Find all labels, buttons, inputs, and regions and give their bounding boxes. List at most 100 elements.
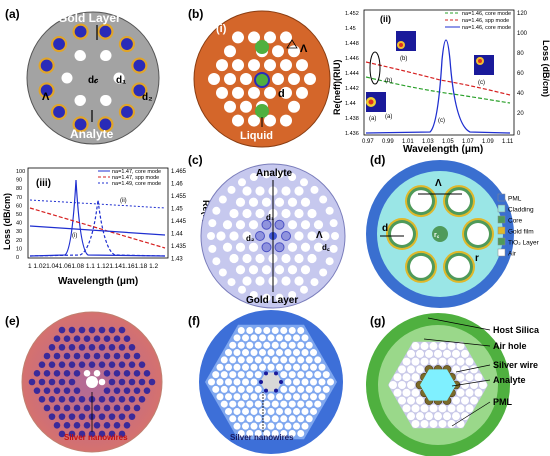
nanowire-hole [128, 378, 136, 386]
air-hole [402, 404, 411, 413]
air-hole [287, 242, 298, 252]
air-hole [280, 430, 288, 438]
nanowire-hole [113, 370, 121, 377]
nanowire-hole [63, 387, 71, 394]
core-defect [98, 378, 106, 386]
air-hole [318, 393, 326, 401]
air-hole [242, 407, 249, 415]
f-caption: Silver nanowires [230, 433, 294, 442]
nanowire-hole [68, 430, 76, 438]
air-hole [259, 363, 266, 371]
nanowire-hole [138, 378, 146, 386]
g-callout-line [451, 379, 491, 387]
silver-nanowire [279, 380, 283, 384]
air-hole [297, 385, 305, 393]
air-hole [248, 59, 260, 72]
nanowire-hole [133, 387, 141, 394]
nanowire-hole [53, 370, 61, 377]
iii-legend: na=1.47, core mode na=1.47, spp mode na=… [98, 169, 161, 187]
nanowire-hole [53, 352, 61, 360]
air-hole [212, 206, 221, 215]
air-hole [235, 220, 246, 230]
nanowire-hole [63, 370, 71, 377]
nanowire-hole [128, 361, 136, 368]
air-hole [461, 381, 469, 389]
air-hole [229, 253, 239, 264]
nanowire-hole [73, 335, 81, 342]
air-hole [267, 334, 275, 342]
g-callout-label: Analyte [493, 375, 526, 385]
air-hole [294, 276, 304, 286]
nanowire-hole [143, 387, 151, 394]
air-hole [263, 415, 271, 423]
air-hole [407, 381, 415, 389]
air-hole [227, 185, 236, 194]
air-hole [271, 326, 279, 334]
g-callout-label: Host Silica [493, 325, 540, 335]
air-hole [242, 393, 249, 401]
lambda-label-d: Λ [435, 178, 442, 189]
air-hole [274, 197, 285, 207]
analyte-label-c: Analyte [256, 168, 293, 179]
nanowire-hole [118, 430, 126, 438]
core-defect [93, 370, 101, 377]
air-hole [318, 378, 326, 386]
air-hole [288, 400, 296, 408]
air-hole [229, 231, 239, 241]
nanowire-hole [103, 352, 111, 360]
air-hole [329, 219, 338, 228]
air-hole [259, 334, 266, 342]
air-hole [280, 31, 292, 44]
air-hole [280, 415, 288, 423]
air-hole [407, 412, 415, 421]
air-hole [246, 356, 254, 364]
air-hole [407, 349, 415, 358]
inner-air-hole [76, 95, 86, 105]
b-xtick: 1.11 [502, 139, 514, 145]
gold-hole [274, 242, 285, 253]
nanowire-hole [43, 352, 51, 360]
air-hole [465, 357, 474, 366]
iii-yticks-right: 1.465 1.46 1.455 1.45 1.445 1.44 1.435 1.43 [171, 169, 187, 263]
gold-coated-hole [38, 57, 55, 74]
air-hole [250, 349, 258, 357]
air-hole [310, 393, 317, 401]
air-hole [246, 400, 254, 408]
air-hole [263, 400, 271, 408]
iii-ytick-right: 1.45 [171, 207, 183, 213]
air-hole [233, 378, 241, 386]
air-hole [284, 363, 292, 371]
air-hole [322, 371, 330, 379]
nanowire-hole [33, 387, 41, 394]
b-ytick-left: 1.436 [345, 131, 359, 137]
air-hole [402, 388, 411, 397]
air-hole [313, 242, 324, 252]
air-hole [255, 276, 265, 286]
b-ytick-right: 40 [517, 91, 524, 97]
nanowire-hole [68, 326, 76, 334]
air-hole [287, 220, 298, 230]
air-hole [288, 341, 296, 349]
iii-ytick-left: 50 [16, 212, 22, 218]
air-hole [232, 114, 244, 127]
iii-mark-i: (i) [72, 233, 77, 239]
air-hole [288, 356, 296, 364]
air-hole [271, 415, 279, 423]
nanowire-hole [103, 387, 111, 394]
iii-ytick-right: 1.44 [171, 232, 183, 238]
nanowire-hole [108, 344, 116, 351]
air-hole [276, 407, 283, 415]
b-ytick-left: 1.446 [345, 56, 359, 62]
panel-a: (a) Gold Layer Analyte Λ d₁ d₂ d𝒸 [2, 2, 179, 145]
air-hole [233, 334, 241, 342]
d-legend-swatch [497, 193, 506, 202]
nanowire-hole [83, 422, 91, 429]
b-xtick: 1.05 [442, 139, 454, 145]
air-hole [314, 385, 322, 393]
panel-g-tag: (g) [370, 314, 385, 328]
air-hole [264, 59, 276, 72]
air-hole [220, 371, 228, 379]
silver-nanowire [264, 371, 268, 376]
